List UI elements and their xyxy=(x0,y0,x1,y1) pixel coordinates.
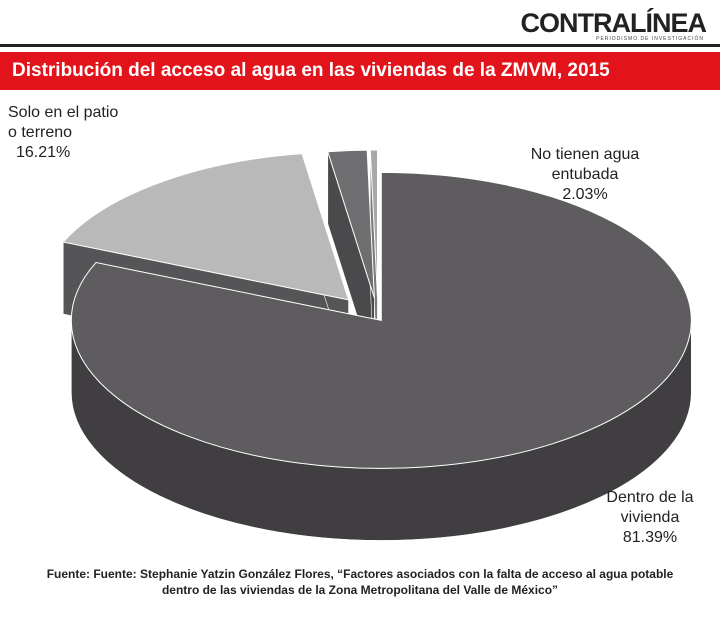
slice-label: No tienen agua entubada 2.03% xyxy=(520,145,650,205)
slice xyxy=(70,171,692,469)
label-name: Dentro de la vivienda xyxy=(606,489,694,526)
logo: CONTRALÍNEA xyxy=(520,8,707,38)
slice xyxy=(62,153,350,301)
slice-label: Solo en el patio o terreno 16.21% xyxy=(8,103,148,163)
source: Fuente: Fuente: Stephanie Yatzin Gonzále… xyxy=(46,567,674,597)
slice xyxy=(327,149,375,299)
slice xyxy=(369,149,379,298)
label-name: Solo en el patio o terreno xyxy=(8,104,119,141)
label-name: No tienen agua entubada xyxy=(530,146,640,183)
rule xyxy=(0,44,720,47)
chart-title: Distribución del acceso al agua en las v… xyxy=(0,52,720,90)
slice-label: Dentro de la vivienda 81.39% xyxy=(595,488,705,548)
label-value: 16.21% xyxy=(16,144,71,161)
label-value: 2.03% xyxy=(562,186,608,203)
tagline: PERIODISMO DE INVESTIGACIÓN xyxy=(596,36,704,42)
label-value: 81.39% xyxy=(622,529,678,546)
